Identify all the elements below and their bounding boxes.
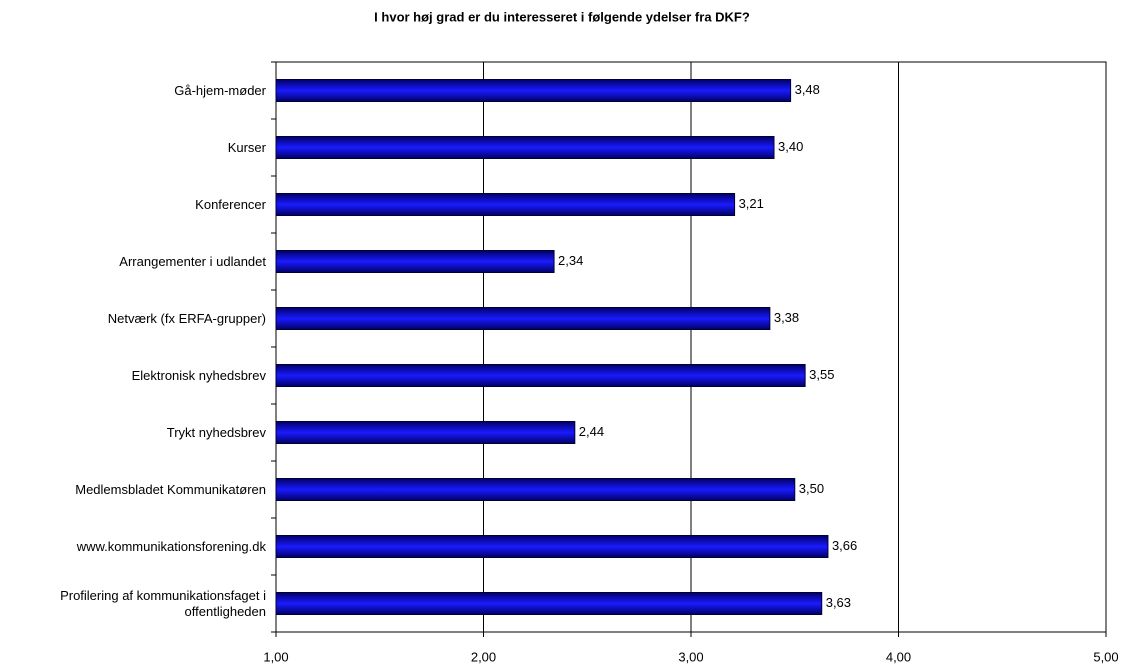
x-tick-label: 5,00 [1093,649,1118,664]
bar [275,535,829,558]
bar [275,592,823,615]
bar [275,136,775,159]
bar [275,421,576,444]
y-tick-label: Profilering af kommunikationsfaget i off… [60,587,266,619]
bar [275,307,771,330]
y-tick-label: www.kommunikationsforening.dk [76,538,266,554]
chart-title: I hvor høj grad er du interesseret i føl… [374,9,750,24]
y-tick-label: Trykt nyhedsbrev [166,424,266,440]
value-label: 3,21 [739,196,764,211]
x-tick-label: 1,00 [263,649,288,664]
y-tick-label: Kurser [227,139,266,155]
y-tick-label: Elektronisk nyhedsbrev [131,367,266,383]
value-label: 3,38 [774,310,799,325]
value-label: 3,55 [809,367,834,382]
x-tick-label: 2,00 [471,649,496,664]
bar [275,478,796,501]
value-label: 3,40 [778,139,803,154]
value-label: 3,63 [826,595,851,610]
bar [275,364,806,387]
value-label: 3,50 [799,481,824,496]
y-tick-label: Netværk (fx ERFA-grupper) [107,310,266,326]
bar [275,79,792,102]
y-tick-label: Gå-hjem-møder [174,82,266,98]
y-tick-label: Konferencer [195,196,266,212]
value-label: 2,34 [558,253,583,268]
value-label: 3,48 [795,82,820,97]
value-label: 3,66 [832,538,857,553]
y-tick-label: Arrangementer i udlandet [119,253,266,269]
x-tick-label: 3,00 [678,649,703,664]
y-tick-label: Medlemsbladet Kommunikatøren [75,481,266,497]
bar [275,250,555,273]
value-label: 2,44 [579,424,604,439]
x-tick-label: 4,00 [886,649,911,664]
bar [275,193,736,216]
